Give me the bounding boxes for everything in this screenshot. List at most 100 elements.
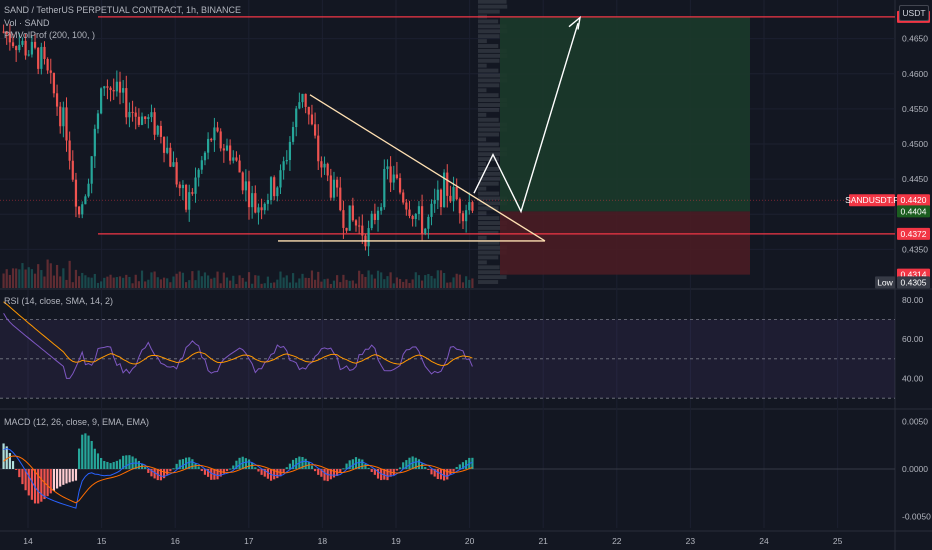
macd-histogram-bar (266, 469, 269, 479)
candle-body (178, 184, 181, 189)
profile-bar (478, 201, 507, 206)
macd-histogram-bar (175, 463, 178, 469)
volume-bar (207, 275, 210, 288)
candle-body (439, 189, 443, 208)
macd-histogram-bar (65, 469, 68, 484)
volume-bar (307, 277, 310, 288)
profile-bar (478, 162, 487, 166)
candle-body (244, 181, 247, 191)
macd-histogram-bar (276, 469, 279, 479)
profile-bar (478, 4, 508, 9)
volume-bar (178, 271, 181, 288)
volume-bar (175, 273, 178, 288)
macd-histogram-bar (424, 467, 427, 469)
rsi-tick-label: 60.00 (902, 334, 924, 344)
volume-bar (68, 260, 71, 288)
volume-bar (414, 272, 417, 288)
candle-body (55, 93, 59, 107)
macd-histogram-bar (131, 456, 134, 469)
macd-histogram-bar (46, 469, 49, 497)
macd-histogram-bar (153, 469, 156, 479)
volume-bar (96, 282, 100, 288)
macd-histogram-bar (2, 443, 5, 469)
price-axis[interactable]: 0.43500.44000.44500.45000.45500.46000.46… (902, 34, 931, 522)
candle-body (247, 181, 251, 208)
volume-bar (254, 275, 257, 288)
macd-histogram-bar (18, 469, 21, 478)
candle-body (320, 161, 323, 168)
volume-bar (468, 279, 471, 288)
macd-histogram-bar (169, 469, 172, 472)
profile-bar (478, 127, 507, 132)
macd-histogram-bar (159, 469, 163, 481)
volume-bar (74, 269, 78, 288)
macd-histogram-bar (446, 469, 449, 480)
macd-histogram-bar (128, 455, 131, 469)
price-tag-label: 0.4404 (901, 206, 927, 216)
candle-body (414, 213, 417, 220)
candle-body (313, 124, 317, 136)
macd-histogram-bar (348, 460, 351, 469)
candle-body (37, 47, 40, 69)
candle-body (266, 200, 269, 204)
macd-histogram-bar (203, 469, 207, 475)
profile-bar (478, 206, 499, 211)
projection-arrowhead (568, 15, 582, 30)
macd-histogram-bar (5, 446, 8, 469)
macd-histogram-bar (398, 467, 402, 469)
candle-body (241, 172, 244, 191)
volume-bar (317, 271, 320, 288)
candle-body (166, 147, 169, 153)
candle-body (354, 220, 358, 226)
candle-body (342, 210, 345, 228)
macd-histogram-bar (137, 460, 140, 469)
time-axis[interactable]: 14 15 16 17 18 19 20 21 22 23 24 25 (23, 536, 842, 546)
profile-bar (478, 280, 499, 284)
candle-body (449, 195, 452, 202)
profile-bar (478, 132, 500, 137)
volume-bar (11, 268, 15, 288)
volume-bar (329, 283, 332, 288)
candle-body (169, 147, 172, 167)
candle-body (345, 227, 348, 231)
candle-body (367, 228, 370, 247)
volume-bar (140, 270, 144, 288)
volume-bar (449, 282, 452, 288)
volume-bar (257, 275, 260, 288)
macd-histogram-bar (420, 463, 424, 469)
macd-histogram-bar (304, 458, 307, 469)
macd-histogram-bar (254, 467, 257, 469)
candle-body (373, 213, 376, 220)
price-tag-label: Low (877, 277, 893, 287)
candle-body (216, 127, 219, 132)
volume-bar (405, 279, 408, 288)
volume-bar (203, 272, 207, 288)
volume-bar (103, 277, 106, 288)
volume-bar (273, 282, 276, 288)
profile-bar (478, 137, 487, 142)
volume-bar (452, 277, 455, 288)
volume-bar (213, 277, 216, 288)
macd-histogram-bar (383, 469, 386, 480)
price-tag-label: 0.4420 (901, 195, 927, 205)
volume-bar (392, 283, 395, 288)
candle-body (62, 107, 65, 127)
volume-bar (288, 282, 292, 288)
candle-body (417, 206, 421, 214)
macd-histogram-bar (77, 448, 81, 469)
volume-bar (84, 275, 87, 288)
volume-bar (408, 283, 411, 288)
macd-histogram-bar (389, 469, 392, 477)
macd-histogram-bar (332, 469, 336, 478)
macd-histogram-bar (84, 433, 87, 469)
macd-histogram-bar (427, 469, 430, 470)
volume-bar (229, 280, 232, 288)
currency-selector[interactable]: USDT (899, 5, 929, 21)
volume-bar (27, 267, 30, 288)
candle-body (376, 210, 380, 220)
price-tick-label: 0.4600 (902, 69, 928, 79)
time-tick-label: 17 (244, 536, 254, 546)
macd-histogram-bar (219, 469, 222, 477)
candle-body (411, 215, 414, 220)
